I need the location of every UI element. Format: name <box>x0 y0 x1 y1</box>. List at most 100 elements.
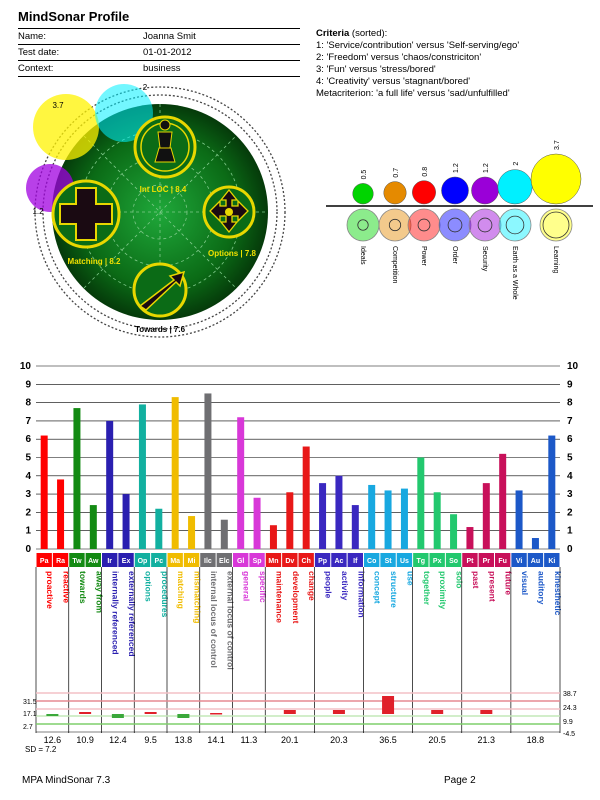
stress-bar <box>79 712 92 714</box>
bar-label: reactive <box>62 571 72 603</box>
bar-code: Aw <box>88 558 99 565</box>
bar-code: Us <box>400 558 409 565</box>
bar-code: Ir <box>107 558 112 565</box>
bar-code-box <box>52 553 69 567</box>
bar-label: use <box>405 571 415 586</box>
criteria-item: 2: 'Freedom' versus 'chaos/constriciton' <box>316 52 482 63</box>
criteria-item: Metacriterion: 'a full life' versus 'sad… <box>316 88 510 99</box>
bar-label: kinesthetic <box>553 571 563 616</box>
bar-label: auditory <box>536 571 546 605</box>
page-title: MindSonar Profile <box>18 9 130 24</box>
criteria-heading-text: Criteria <box>316 28 350 39</box>
criteria-item: 1: 'Service/contribution' versus 'Self-s… <box>316 40 520 51</box>
bar-code: Tw <box>72 558 82 565</box>
y-tick-right: 9 <box>567 379 573 390</box>
bar <box>220 519 228 549</box>
value-bubble-inner <box>417 218 431 232</box>
bar-code-box <box>265 553 282 567</box>
criteria-item: 4: 'Creativity' versus 'stagnant/bored' <box>316 76 471 87</box>
value-bubble-label: 1.2 <box>483 163 490 173</box>
stress-tick-right: 9.9 <box>563 719 573 726</box>
bar-code: Fu <box>498 558 507 565</box>
value-bubble-bottom <box>407 208 441 242</box>
value-bubble-top <box>383 181 407 205</box>
value-name: Order <box>451 246 458 265</box>
stress-bar <box>144 712 157 714</box>
y-tick-left: 1 <box>25 526 31 537</box>
group-total: 12.4 <box>109 735 127 745</box>
y-tick-left: 2 <box>25 507 31 518</box>
bar-code: Pa <box>40 558 49 565</box>
bar <box>171 397 179 549</box>
value-name: Ideals <box>359 246 366 265</box>
bar-code: Mn <box>268 558 278 565</box>
stress-tick-left: 17.1 <box>23 711 37 718</box>
info-label: Test date: <box>18 47 60 58</box>
bar <box>368 484 376 549</box>
bar-label: information <box>356 571 366 618</box>
stress-bar <box>382 696 395 714</box>
bar <box>499 453 507 549</box>
bar <box>351 505 359 549</box>
bar-code: Elc <box>219 558 230 565</box>
bar-code: Dv <box>285 558 294 565</box>
info-rule <box>18 76 300 77</box>
bar-code-box <box>183 553 200 567</box>
value-name: Competition <box>391 246 398 283</box>
bar-code: Px <box>433 558 442 565</box>
bar-label: general <box>242 571 252 601</box>
bar-code-box <box>314 553 331 567</box>
bar-code: Pp <box>318 558 327 565</box>
bar-label: proactive <box>45 571 55 609</box>
stress-tick-right: 38.7 <box>563 691 577 698</box>
bar-code: Op <box>138 558 148 565</box>
y-tick-right: 0 <box>567 544 573 555</box>
radar-label-towards: Towards | 7.6 <box>135 325 186 334</box>
bar-code-box <box>282 553 298 567</box>
bar-code-box <box>527 553 544 567</box>
bar-code-box <box>151 553 167 567</box>
bar <box>106 420 114 549</box>
bar-code-box <box>544 553 560 567</box>
value-name: Power <box>420 246 427 267</box>
bar-code-box <box>69 553 85 567</box>
bar-label: maintenance <box>274 571 284 623</box>
bar-code-box <box>396 553 413 567</box>
radar-outer-ring <box>34 86 286 338</box>
value-bubble-label: 0.8 <box>422 167 429 177</box>
bar-code: Tg <box>417 558 426 565</box>
bar-code: If <box>353 558 358 565</box>
bar <box>417 457 425 549</box>
y-tick-right: 3 <box>567 489 573 500</box>
info-value: 01-01-2012 <box>143 47 192 58</box>
info-rule <box>18 44 300 45</box>
stress-bar <box>177 714 190 718</box>
bar <box>89 505 97 549</box>
bar-code: Pt <box>466 558 474 565</box>
stress-tick-right: 24.3 <box>563 705 577 712</box>
bar-label: matching <box>176 571 186 609</box>
person-icon <box>133 115 197 179</box>
sd-label: SD = 7.2 <box>25 745 57 754</box>
value-bubble-bottom <box>498 208 532 242</box>
bar-label: together <box>422 571 432 606</box>
bar-code: Vi <box>516 558 523 565</box>
footer-version: MPA MindSonar 7.3 <box>22 775 111 786</box>
stress-bar <box>46 714 59 716</box>
bar-label: specific <box>258 571 268 603</box>
value-bubble-label: 0.7 <box>393 168 400 178</box>
bar-code: St <box>385 558 393 565</box>
bar-code: Ma <box>170 558 180 565</box>
bar-code: Au <box>531 558 540 565</box>
bar-label: activity <box>340 571 350 601</box>
info-label: Name: <box>18 31 46 42</box>
stress-bar <box>210 713 223 715</box>
bar-label: internal locus of control <box>209 571 219 668</box>
bar-label: procedures <box>160 571 170 618</box>
value-bubble-label: 3.7 <box>554 140 561 150</box>
y-tick-left: 7 <box>25 416 31 427</box>
bar <box>237 417 245 549</box>
radar-label-matching: Matching | 8.2 <box>68 257 121 266</box>
